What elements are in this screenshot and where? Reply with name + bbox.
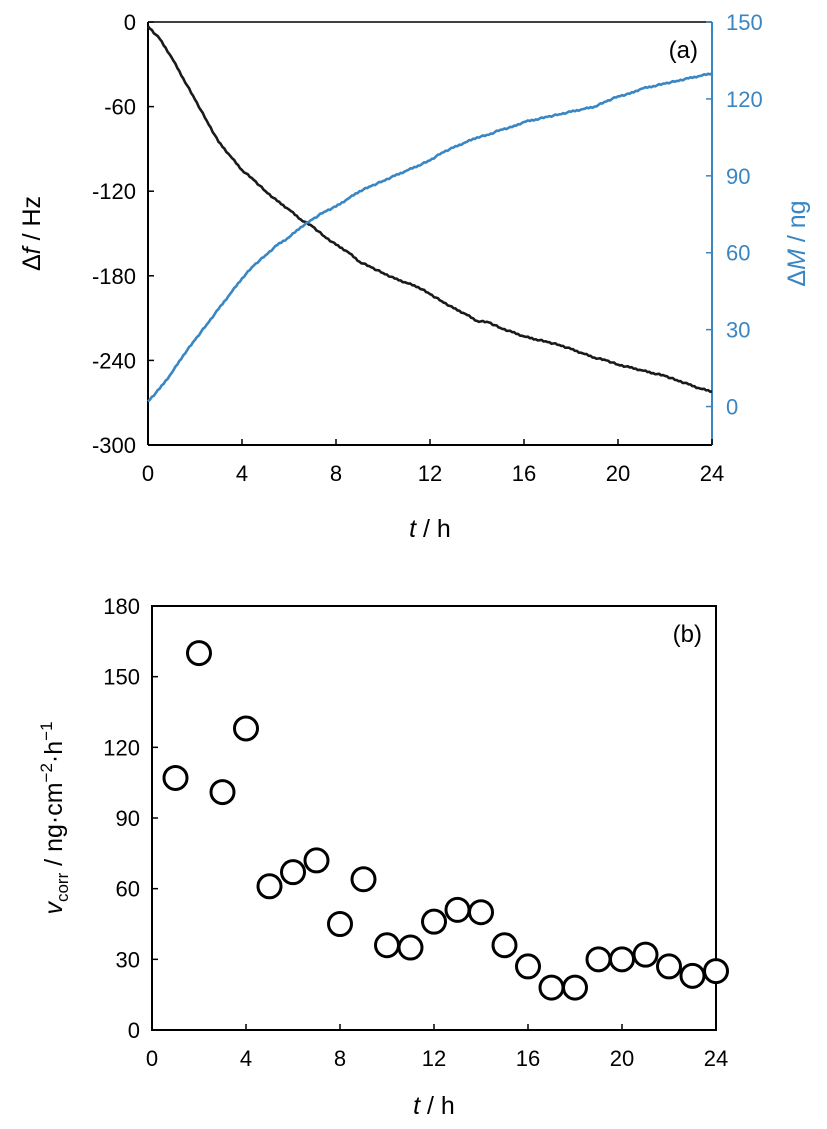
panel-a-y-tick-label: -60 xyxy=(104,95,136,120)
panel-a-y2-tick-label: 30 xyxy=(726,318,750,343)
x-label-var: t xyxy=(413,1092,421,1120)
panel-b-point xyxy=(303,847,330,874)
panel-a-x-tick-label: 4 xyxy=(236,461,248,486)
panel-b-point xyxy=(585,946,612,973)
panel-b-point xyxy=(209,779,236,806)
panel-b-point xyxy=(656,953,682,980)
panel-a-x-tick-label: 0 xyxy=(142,461,154,486)
panel-b-x-tick-label: 16 xyxy=(516,1046,540,1071)
panel-a-x-tick-label: 20 xyxy=(606,461,630,486)
y2-label-unit: / ng xyxy=(783,200,811,249)
x-label-var: t xyxy=(409,515,417,543)
panel-a-y2-tick-label: 90 xyxy=(726,164,750,189)
panel-b-x-tick-label: 12 xyxy=(422,1046,446,1071)
panel-b-x-tick-label: 0 xyxy=(146,1046,158,1071)
panel-b-x-tick-label: 24 xyxy=(704,1046,728,1071)
y-label-subscript: corr xyxy=(53,872,72,902)
panel-b-label: (b) xyxy=(673,621,702,648)
panel-b-point xyxy=(280,859,306,886)
panel-b-point xyxy=(256,873,283,900)
panel-b-point xyxy=(632,941,659,968)
panel-b-point xyxy=(327,911,353,937)
panel-a-y-axis-label: Δf / Hz xyxy=(18,196,46,271)
panel-a-x-tick-label: 12 xyxy=(418,461,442,486)
panel-a-y-tick-label: -240 xyxy=(92,348,136,373)
panel-a-y-tick-label: -300 xyxy=(92,433,136,458)
panel-b-point xyxy=(397,934,424,961)
panel-a-y2-tick-label: 60 xyxy=(726,241,750,266)
panel-b-point xyxy=(491,932,518,959)
panel-b-y-tick-label: 180 xyxy=(103,594,140,619)
panel-a-y-tick-label: -120 xyxy=(92,179,136,204)
panel-b-point xyxy=(374,932,400,959)
panel-b-point xyxy=(609,946,635,973)
panel-a-series-delta-m xyxy=(147,72,713,403)
panel-a-y2-tick-label: 0 xyxy=(726,395,738,420)
panel-b-point xyxy=(350,866,377,893)
panel-b-x-tick-label: 8 xyxy=(334,1046,346,1071)
panel-b-y-tick-label: 60 xyxy=(116,877,140,902)
panel-b-point xyxy=(444,896,471,923)
panel-b-y-tick-label: 150 xyxy=(103,665,140,690)
x-label-unit: / h xyxy=(416,515,451,543)
panel-b-x-tick-label: 4 xyxy=(240,1046,252,1071)
panel-a-x-tick-label: 16 xyxy=(512,461,536,486)
panel-b-y-tick-label: 30 xyxy=(116,947,140,972)
panel-a-y-tick-label: 0 xyxy=(124,10,136,35)
panel-b-point xyxy=(538,974,565,1001)
panel-b-y-tick-label: 0 xyxy=(128,1018,140,1043)
panel-a-x-tick-label: 24 xyxy=(700,461,724,486)
panel-b-point xyxy=(515,953,541,980)
panel-a-y-tick-label: -180 xyxy=(92,264,136,289)
y-label-sup1: −2 xyxy=(37,763,56,782)
panel-b-point xyxy=(186,640,212,667)
panel-b-point xyxy=(703,958,729,985)
y-label-prefix: Δ xyxy=(18,254,46,271)
panel-a-x-axis-label: t / h xyxy=(409,515,451,543)
y-label-unit: / Hz xyxy=(18,196,46,247)
x-label-unit: / h xyxy=(420,1092,455,1120)
panel-a-x-tick-label: 8 xyxy=(330,461,342,486)
panel-a-label: (a) xyxy=(669,37,698,64)
panel-a-y2-axis-label: ΔM / ng xyxy=(783,200,811,286)
panel-b-point xyxy=(679,962,706,989)
panel-b-x-tick-label: 20 xyxy=(610,1046,634,1071)
y2-label-prefix: Δ xyxy=(783,270,811,287)
panel-b-point xyxy=(233,715,259,742)
panel-a-series-delta-f xyxy=(146,25,713,393)
panel-b-point xyxy=(468,899,494,926)
panel-b-point xyxy=(421,908,447,935)
panel-a-y2-tick-label: 150 xyxy=(726,10,763,35)
panel-b-point xyxy=(562,974,588,1001)
panel-b-y-tick-label: 90 xyxy=(116,806,140,831)
panel-b-x-axis-label: t / h xyxy=(413,1092,455,1120)
panel-a-y2-tick-label: 120 xyxy=(726,87,763,112)
panel-b-y-tick-label: 120 xyxy=(103,735,140,760)
y-label-var: f xyxy=(18,244,46,254)
y-label-mid: ·h xyxy=(40,741,68,763)
y-label-var: v xyxy=(40,901,68,915)
panel-b-y-axis-label: vcorr / ng·cm−2·h−1 xyxy=(37,721,72,914)
y-label-sup2: −1 xyxy=(37,721,56,740)
y2-label-var: M xyxy=(783,249,811,270)
panel-b-point xyxy=(162,764,189,791)
y-label-unit: / ng·cm xyxy=(40,782,68,872)
